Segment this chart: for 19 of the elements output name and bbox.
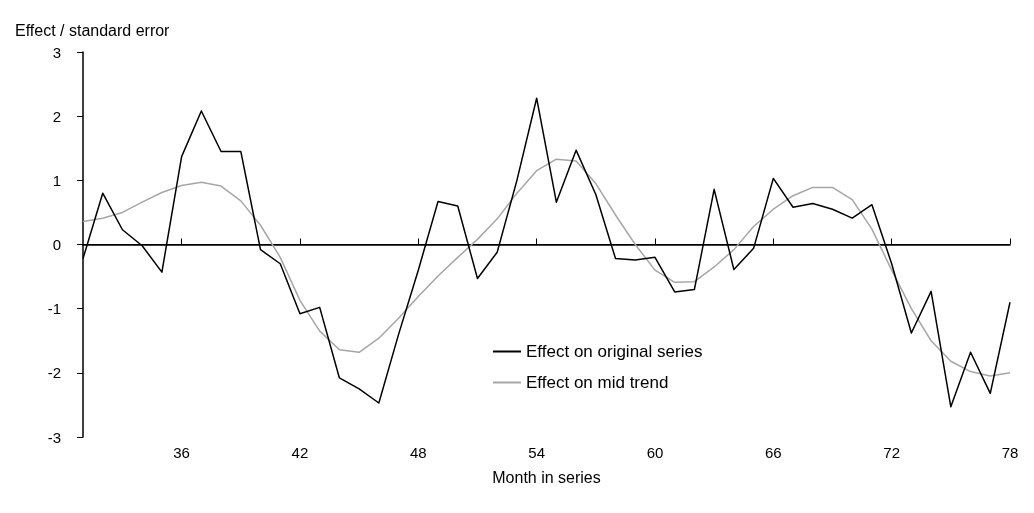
legend-label: Effect on mid trend	[526, 373, 669, 392]
x-tick-label: 48	[409, 444, 427, 461]
x-tick-label: 36	[173, 444, 190, 461]
y-tick-label: 0	[52, 236, 61, 253]
y-axis-title: Effect / standard error	[15, 21, 171, 39]
x-axis-title: Month in series	[492, 468, 601, 486]
x-tick-label: 60	[646, 444, 664, 461]
y-tick-label: -2	[47, 364, 61, 382]
x-tick-label: 78	[1001, 444, 1019, 461]
x-tick-label: 54	[528, 444, 545, 461]
x-tick-label: 66	[764, 444, 782, 461]
y-tick-label: 2	[52, 107, 61, 125]
x-tick-label: 42	[291, 444, 309, 461]
y-tick-label: 3	[52, 43, 61, 61]
legend-label: Effect on original series	[526, 342, 703, 361]
y-tick-label: -1	[47, 300, 61, 318]
y-tick-label: 1	[52, 171, 61, 189]
x-tick-label: 72	[883, 444, 900, 461]
y-tick-label: -3	[47, 428, 61, 446]
